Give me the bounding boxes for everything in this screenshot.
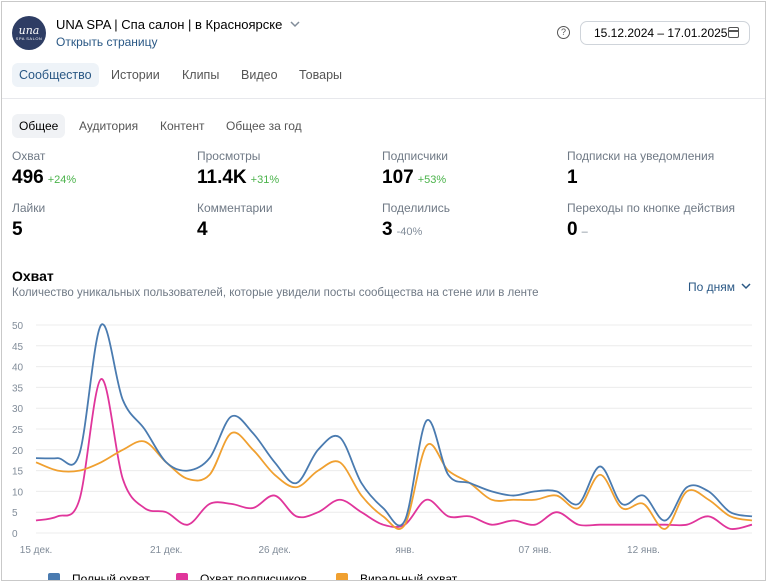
y-tick-label: 20	[12, 446, 24, 457]
calendar-icon	[728, 27, 739, 38]
subtab-audience[interactable]: Аудитория	[79, 119, 139, 133]
tab-video[interactable]: Видео	[241, 68, 278, 82]
legend-checkbox	[48, 573, 60, 580]
y-tick-label: 10	[12, 487, 24, 498]
x-tick-label: 15 дек.	[20, 545, 52, 556]
x-tick-label: 07 янв.	[519, 545, 552, 556]
legend-label: Охват подписчиков	[200, 572, 307, 580]
chevron-down-icon	[290, 21, 300, 28]
x-tick-label: янв.	[395, 545, 414, 556]
chevron-down-icon	[741, 283, 751, 290]
y-tick-label: 45	[12, 342, 24, 353]
stat-comments[interactable]: Комментарии 4	[197, 201, 273, 240]
stat-subscribers[interactable]: Подписчики 107 +53%	[382, 149, 449, 188]
stat-action-button[interactable]: Переходы по кнопке действия 0–	[567, 201, 736, 240]
x-tick-label: 12 янв.	[627, 545, 660, 556]
y-tick-label: 40	[12, 363, 24, 374]
period-dropdown[interactable]: По дням	[688, 280, 751, 294]
community-title[interactable]: UNA SPA | Спа салон | в Красноярске	[56, 17, 300, 32]
y-tick-label: 30	[12, 404, 24, 415]
legend-checkbox	[336, 573, 348, 580]
y-tick-label: 50	[12, 321, 24, 332]
legend-label: Полный охват	[72, 572, 151, 580]
series-line	[35, 431, 753, 530]
tab-stories[interactable]: Истории	[111, 68, 160, 82]
tab-clips[interactable]: Клипы	[182, 68, 220, 82]
main-tabs: Сообщество Истории Клипы Видео Товары	[12, 63, 512, 89]
community-logo[interactable]: una SPA SALON	[12, 16, 46, 50]
sub-tabs: Общее Аудитория Контент Общее за год	[12, 114, 412, 138]
subtab-content[interactable]: Контент	[160, 119, 205, 133]
series-line	[35, 378, 753, 530]
question-circle-icon[interactable]: ?	[557, 26, 570, 39]
stat-views[interactable]: Просмотры 11.4K +31%	[197, 149, 280, 188]
stat-shares[interactable]: Поделились 3 -40%	[382, 201, 450, 240]
open-page-link[interactable]: Открыть страницу	[56, 35, 158, 49]
date-range-text: 15.12.2024 – 17.01.2025	[594, 26, 728, 40]
tab-community[interactable]: Сообщество	[12, 63, 99, 87]
y-tick-label: 25	[12, 425, 24, 436]
y-tick-label: 15	[12, 467, 24, 478]
x-tick-label: 26 дек.	[258, 545, 290, 556]
series-line	[35, 323, 753, 527]
divider	[2, 98, 765, 99]
stat-reach[interactable]: Охват 496 +24%	[12, 149, 77, 188]
date-range-picker[interactable]: 15.12.2024 – 17.01.2025	[580, 21, 750, 45]
legend-checkbox	[176, 573, 188, 580]
reach-chart: 0 5 10 15 20 25 30 35 40 45 50 15 дек. 21 дек. 26 дек…	[12, 321, 753, 580]
subtab-overview[interactable]: Общее	[12, 114, 66, 138]
tab-products[interactable]: Товары	[299, 68, 342, 82]
x-tick-label: 21 дек.	[150, 545, 182, 556]
y-tick-label: 5	[12, 508, 18, 519]
subtab-year[interactable]: Общее за год	[226, 119, 302, 133]
reach-title: Охват	[12, 268, 54, 284]
legend-label: Виральный охват	[360, 572, 458, 580]
y-tick-label: 35	[12, 383, 24, 394]
stat-likes[interactable]: Лайки 5	[12, 201, 46, 240]
reach-subtitle: Количество уникальных пользователей, кот…	[12, 287, 539, 299]
y-tick-label: 0	[12, 529, 18, 540]
stat-notifications[interactable]: Подписки на уведомления 1	[567, 149, 715, 188]
